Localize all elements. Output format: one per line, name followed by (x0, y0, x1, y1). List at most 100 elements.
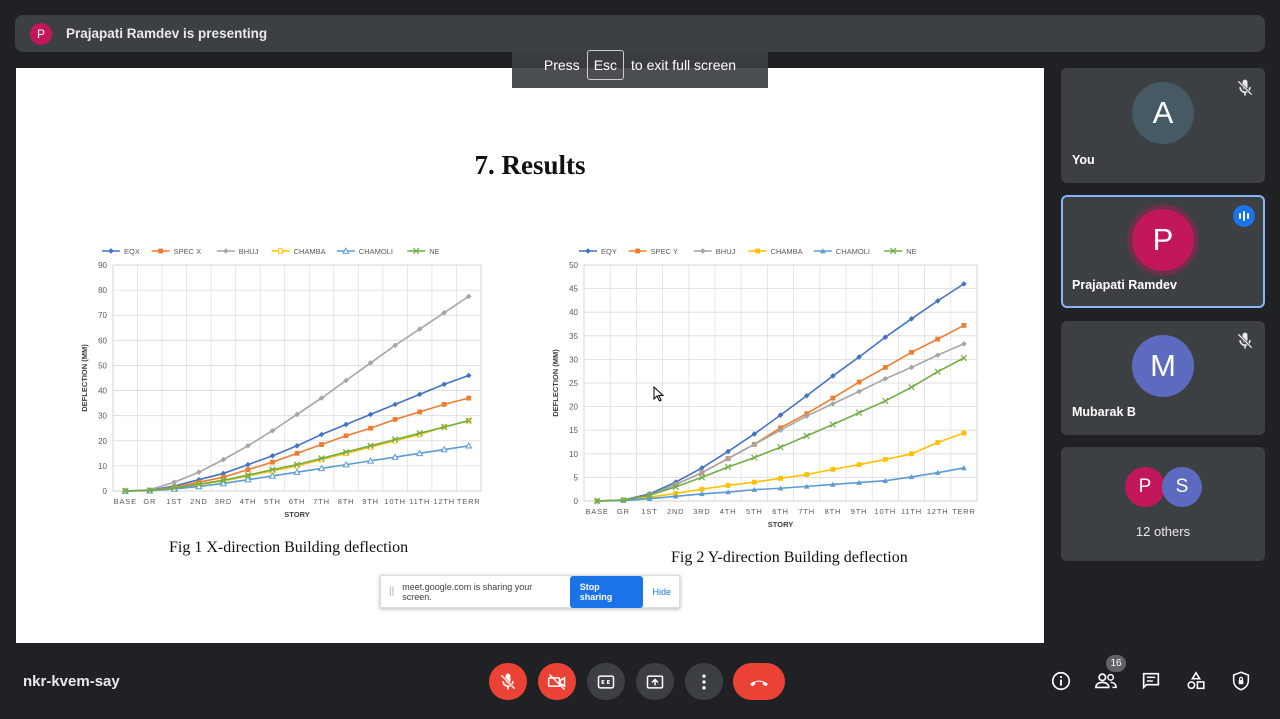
data-point (392, 342, 398, 349)
y-tick-label: 90 (98, 261, 107, 270)
legend-item: CHAMOLI (813, 247, 870, 256)
avatar: P (1132, 209, 1194, 271)
data-point (908, 364, 915, 371)
data-point (391, 436, 399, 443)
data-point (725, 483, 731, 488)
hide-link[interactable]: Hide (652, 586, 671, 597)
legend-label: SPEC X (174, 247, 202, 256)
present-button[interactable] (636, 663, 674, 700)
series-line (597, 432, 965, 502)
data-point (294, 443, 300, 449)
data-point (465, 417, 472, 424)
data-point (856, 479, 862, 485)
legend-item: NE (407, 247, 440, 256)
more-options-button[interactable] (685, 663, 723, 700)
y-axis-label: DEFLECTION (MM) (551, 349, 560, 417)
x-tick-label: 12TH (927, 507, 949, 516)
legend-marker (700, 248, 706, 254)
data-point (245, 443, 251, 449)
data-point (392, 401, 398, 408)
data-point (343, 377, 349, 384)
info-icon (1051, 671, 1071, 691)
x-tick-label: GR (617, 507, 630, 516)
data-point (294, 450, 300, 456)
series-ne (122, 417, 472, 495)
camera-button[interactable] (538, 663, 576, 700)
x-tick-label: 11TH (409, 497, 430, 506)
y-tick-label: 50 (569, 261, 578, 270)
y-tick-label: 0 (103, 487, 108, 496)
y-tick-label: 20 (98, 437, 107, 446)
mic-off-icon (500, 673, 516, 690)
x-tick-label: BASE (114, 497, 137, 506)
data-point (804, 472, 810, 477)
data-point (830, 400, 836, 407)
microphone-button[interactable] (489, 663, 527, 700)
x-tick-label: 7TH (798, 507, 815, 516)
data-point (269, 453, 276, 459)
data-point (908, 474, 915, 480)
data-point (961, 341, 967, 347)
legend-item: EQX (102, 247, 140, 256)
data-point (245, 467, 251, 473)
legend-marker (342, 247, 350, 254)
stop-sharing-button[interactable]: Stop sharing (569, 575, 644, 608)
data-point (416, 326, 423, 332)
avatar: M (1132, 335, 1194, 397)
participant-tile-others[interactable]: P S 12 others (1061, 447, 1265, 561)
activities-button[interactable] (1183, 668, 1209, 694)
y-tick-label: 40 (98, 387, 107, 396)
legend-label: CHAMOLI (359, 247, 393, 256)
chat-button[interactable] (1138, 668, 1164, 694)
x-tick-label: 5TH (746, 507, 763, 516)
chart-x-deflection: 0 10 20 30 40 50 60 70 80 90 BASE GR 1ST 2ND 3RD 4TH 5TH… (80, 247, 482, 519)
participant-tile-presenter[interactable]: P Prajapati Ramdev (1061, 195, 1265, 308)
meeting-details-button[interactable] (1048, 668, 1074, 694)
x-tick-label: 11TH (901, 507, 922, 516)
data-point (934, 352, 941, 358)
data-point (244, 475, 252, 483)
participant-tile-mubarak[interactable]: M Mubarak B (1061, 321, 1265, 435)
y-tick-label: 20 (569, 403, 578, 412)
x-tick-label: 6TH (289, 497, 306, 506)
data-point (196, 469, 202, 475)
host-controls-button[interactable] (1228, 668, 1254, 694)
leave-call-button[interactable] (733, 663, 785, 700)
data-point (294, 411, 300, 418)
present-screen-icon (646, 674, 664, 689)
figure-caption-1: Fig 1 X-direction Building deflection (169, 539, 409, 556)
data-point (934, 368, 941, 375)
data-point (221, 474, 226, 480)
meeting-code: nkr-kvem-say (23, 673, 120, 690)
data-point (935, 336, 941, 342)
presenter-text: Prajapati Ramdev is presenting (66, 26, 268, 41)
screen-share-bar: || meet.google.com is sharing your scree… (380, 575, 680, 608)
drag-handle-icon[interactable]: || (389, 586, 395, 597)
legend-marker (635, 248, 640, 254)
captions-button[interactable] (587, 663, 625, 700)
series-chamoli (594, 465, 967, 504)
data-point (317, 464, 326, 472)
captions-icon (597, 674, 615, 689)
data-point (803, 432, 810, 440)
people-button[interactable] (1093, 668, 1119, 694)
data-point (803, 413, 810, 419)
slide-title: 7. Results (474, 150, 586, 180)
data-point (441, 381, 447, 388)
y-tick-label: 30 (569, 355, 578, 364)
mic-off-icon (1237, 332, 1253, 349)
data-point (856, 379, 862, 385)
data-point (699, 486, 705, 492)
data-point (318, 455, 325, 462)
data-point (343, 433, 349, 439)
legend-label: BHUJ (239, 247, 259, 256)
data-point (440, 423, 448, 431)
participant-tile-you[interactable]: A You (1061, 68, 1265, 183)
data-point (593, 497, 601, 505)
others-count-label: 12 others (1135, 524, 1191, 539)
data-point (699, 491, 705, 497)
esc-key: Esc (586, 50, 625, 80)
data-point (270, 459, 275, 465)
data-point (343, 421, 349, 428)
more-vert-icon (702, 674, 706, 689)
